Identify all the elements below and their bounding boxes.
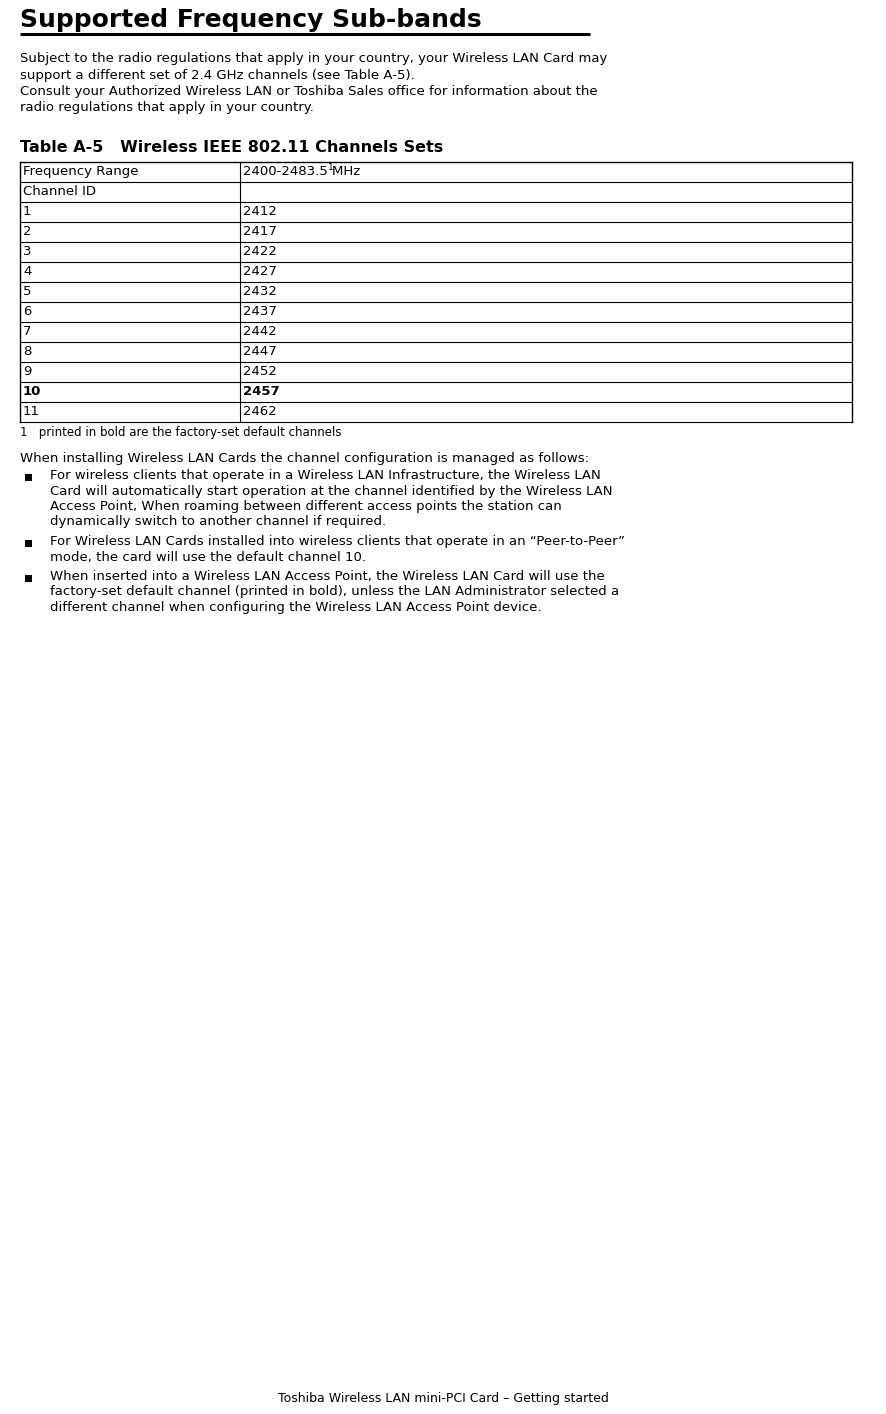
Bar [26, 574, 33, 581]
Text: Frequency Range: Frequency Range [23, 165, 138, 178]
Text: When inserted into a Wireless LAN Access Point, the Wireless LAN Card will use t: When inserted into a Wireless LAN Access… [50, 570, 605, 583]
Text: 4: 4 [23, 264, 31, 279]
Text: Supported Frequency Sub-bands: Supported Frequency Sub-bands [20, 8, 482, 33]
Text: different channel when configuring the Wireless LAN Access Point device.: different channel when configuring the W… [50, 601, 541, 614]
Text: 1   printed in bold are the factory-set default channels: 1 printed in bold are the factory-set de… [20, 426, 341, 438]
Text: Toshiba Wireless LAN mini-PCI Card – Getting started: Toshiba Wireless LAN mini-PCI Card – Get… [277, 1391, 609, 1406]
Text: 2400-2483.5 MHz: 2400-2483.5 MHz [243, 165, 361, 178]
Text: 2432: 2432 [243, 286, 276, 298]
Text: 8: 8 [23, 345, 31, 358]
Text: 6: 6 [23, 305, 31, 318]
Text: support a different set of 2.4 GHz channels (see Table A-5).: support a different set of 2.4 GHz chann… [20, 68, 415, 82]
Text: Channel ID: Channel ID [23, 185, 96, 198]
Text: For wireless clients that operate in a Wireless LAN Infrastructure, the Wireless: For wireless clients that operate in a W… [50, 469, 601, 482]
Text: 3: 3 [23, 245, 32, 257]
Text: 2462: 2462 [243, 404, 276, 419]
Text: factory-set default channel (printed in bold), unless the LAN Administrator sele: factory-set default channel (printed in … [50, 585, 619, 598]
Text: Consult your Authorized Wireless LAN or Toshiba Sales office for information abo: Consult your Authorized Wireless LAN or … [20, 85, 598, 98]
Text: 2427: 2427 [243, 264, 276, 279]
Text: dynamically switch to another channel if required.: dynamically switch to another channel if… [50, 516, 386, 529]
Text: 2452: 2452 [243, 365, 276, 378]
Text: 2457: 2457 [243, 385, 280, 397]
Text: radio regulations that apply in your country.: radio regulations that apply in your cou… [20, 102, 314, 115]
Text: 5: 5 [23, 286, 32, 298]
Text: mode, the card will use the default channel 10.: mode, the card will use the default chan… [50, 550, 366, 564]
Text: 2437: 2437 [243, 305, 276, 318]
Text: 2447: 2447 [243, 345, 276, 358]
Text: 2417: 2417 [243, 225, 276, 238]
Text: Subject to the radio regulations that apply in your country, your Wireless LAN C: Subject to the radio regulations that ap… [20, 52, 608, 65]
Text: 2: 2 [23, 225, 32, 238]
Text: 7: 7 [23, 325, 32, 338]
Bar [26, 474, 33, 481]
Text: Card will automatically start operation at the channel identified by the Wireles: Card will automatically start operation … [50, 485, 612, 498]
Text: When installing Wireless LAN Cards the channel configuration is managed as follo: When installing Wireless LAN Cards the c… [20, 452, 589, 465]
Text: 10: 10 [23, 385, 42, 397]
Text: 1: 1 [23, 205, 32, 218]
Text: For Wireless LAN Cards installed into wireless clients that operate in an “Peer-: For Wireless LAN Cards installed into wi… [50, 534, 625, 549]
Text: 9: 9 [23, 365, 31, 378]
Text: Table A-5: Table A-5 [20, 140, 104, 156]
Text: 2442: 2442 [243, 325, 276, 338]
Text: Wireless IEEE 802.11 Channels Sets: Wireless IEEE 802.11 Channels Sets [92, 140, 443, 156]
Text: 1: 1 [328, 163, 334, 173]
Text: 2412: 2412 [243, 205, 276, 218]
Bar [26, 540, 33, 546]
Text: 2422: 2422 [243, 245, 276, 257]
Text: Access Point, When roaming between different access points the station can: Access Point, When roaming between diffe… [50, 501, 562, 513]
Text: 11: 11 [23, 404, 40, 419]
